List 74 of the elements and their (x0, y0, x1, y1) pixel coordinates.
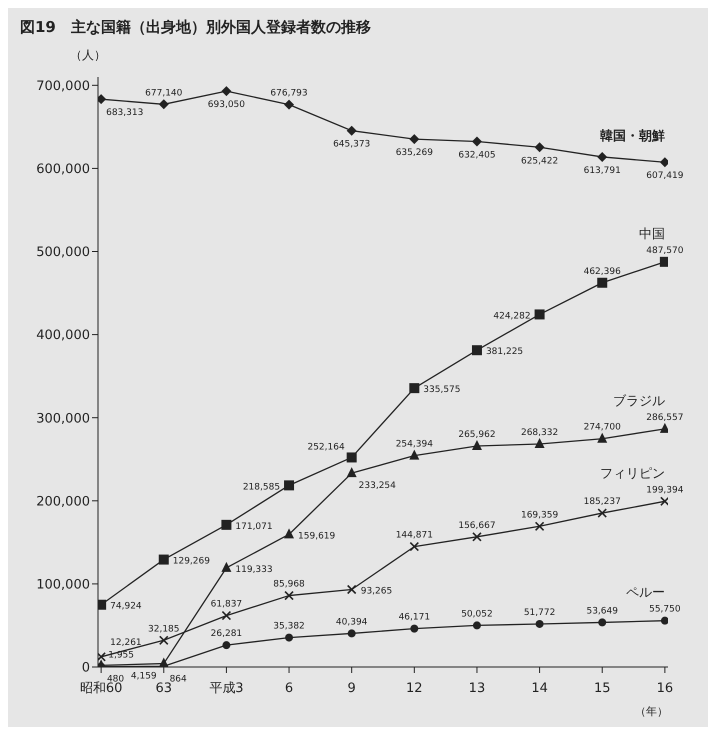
data-label: 381,225 (486, 347, 524, 358)
data-label: 74,924 (110, 602, 142, 612)
x-axis-title: （年） (635, 705, 668, 718)
data-label: 335,575 (423, 385, 461, 396)
data-label: 613,791 (584, 166, 621, 176)
data-label: 286,557 (646, 412, 684, 423)
data-label: 635,269 (396, 148, 434, 158)
x-tick-label: 63 (155, 681, 172, 696)
data-label: 144,871 (396, 530, 433, 541)
data-label: 4,159 (130, 672, 157, 682)
data-label: 683,313 (106, 108, 144, 118)
data-label: 185,237 (584, 497, 621, 508)
data-label: 51,772 (524, 608, 556, 618)
data-label: 864 (170, 674, 188, 684)
data-label: 50,052 (461, 609, 493, 620)
y-tick-label: 400,000 (36, 328, 90, 344)
y-axis-title: （人） (70, 48, 106, 62)
data-label: 625,422 (520, 156, 558, 166)
data-label: 265,962 (458, 430, 496, 440)
x-tick-label: 12 (406, 681, 423, 696)
data-label: 35,382 (273, 622, 305, 632)
x-tick-label: 平成3 (209, 681, 244, 696)
data-label: 693,050 (208, 100, 246, 110)
x-tick-label: 昭和60 (80, 681, 122, 696)
data-label: 119,333 (235, 564, 273, 575)
data-label: 46,171 (398, 612, 430, 623)
data-label: 254,394 (396, 440, 434, 450)
data-label: 268,332 (520, 428, 558, 438)
x-tick-label: 13 (468, 681, 486, 696)
x-tick-label: 9 (348, 681, 356, 696)
y-tick-label: 200,000 (36, 494, 90, 510)
x-tick-label: 6 (284, 681, 294, 696)
data-label: 61,837 (210, 600, 242, 610)
y-tick-label: 500,000 (36, 245, 90, 260)
x-tick-label: 16 (656, 681, 674, 696)
data-label: 40,394 (336, 617, 368, 628)
data-label: 93,265 (360, 586, 392, 596)
y-tick-label: 300,000 (36, 411, 90, 426)
data-label: 32,185 (148, 624, 180, 634)
series-label: 韓国・朝鮮 (600, 129, 665, 144)
data-label: 85,968 (273, 580, 306, 590)
data-label: 233,254 (358, 481, 396, 492)
data-label: 645,373 (333, 140, 370, 150)
y-tick-label: 100,000 (36, 578, 90, 593)
data-label: 677,140 (145, 88, 183, 98)
data-label: 487,570 (646, 246, 684, 256)
data-label: 252,164 (307, 442, 345, 452)
data-label: 218,585 (242, 482, 280, 492)
series-label: フィリピン (600, 466, 665, 482)
series-label: ブラジル (612, 394, 665, 409)
data-label: 607,419 (646, 171, 684, 182)
data-label: 53,649 (586, 606, 618, 616)
data-label: 171,071 (235, 522, 273, 532)
x-tick-label: 15 (594, 681, 611, 696)
series-label: 中国 (638, 226, 665, 242)
y-tick-label: 0 (82, 660, 90, 676)
data-label: 632,405 (458, 150, 496, 160)
data-label: 12,261 (110, 638, 142, 648)
data-label: 129,269 (172, 556, 210, 567)
data-label: 199,394 (646, 485, 684, 496)
series-label: ペルー (626, 586, 665, 601)
chart-title: 図19 主な国籍（出身地）別外国人登録者数の推移 (19, 17, 372, 37)
data-label: 26,281 (210, 629, 242, 640)
data-label: 169,359 (520, 510, 558, 520)
data-label: 424,282 (493, 311, 531, 322)
data-label: 676,793 (270, 88, 308, 99)
data-label: 274,700 (584, 422, 622, 433)
y-tick-label: 700,000 (36, 78, 90, 94)
x-tick-label: 14 (531, 681, 548, 696)
data-label: 55,750 (649, 604, 681, 615)
data-label: 159,619 (298, 531, 336, 542)
data-label: 156,667 (458, 520, 496, 531)
data-label: 462,396 (584, 266, 622, 277)
y-tick-label: 600,000 (36, 162, 90, 178)
